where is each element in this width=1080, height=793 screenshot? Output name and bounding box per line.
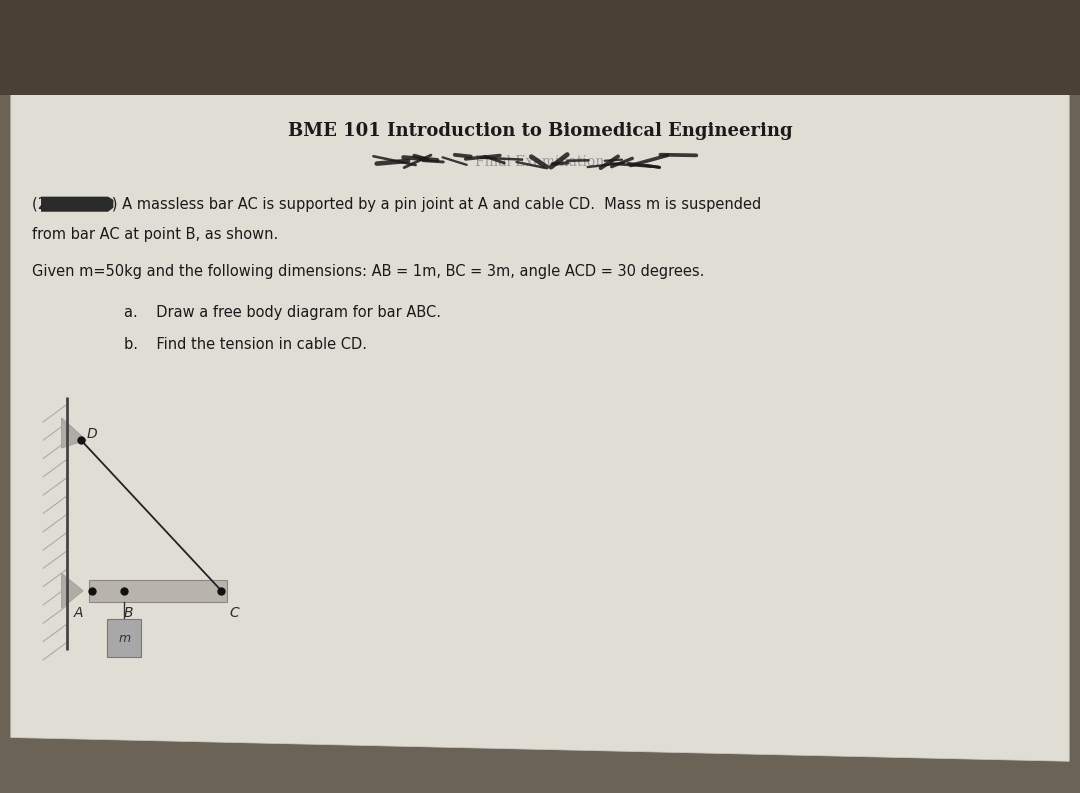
Polygon shape [62,418,86,448]
Text: from bar AC at point B, as shown.: from bar AC at point B, as shown. [32,228,279,242]
Text: Final Examination: Final Examination [475,155,605,169]
Polygon shape [41,197,113,212]
Text: m: m [118,632,131,645]
Text: b.    Find the tension in cable CD.: b. Find the tension in cable CD. [124,337,367,351]
Text: C: C [229,606,240,620]
Text: D: D [86,427,97,441]
Text: A: A [75,606,83,620]
Text: B: B [124,606,133,620]
FancyBboxPatch shape [107,619,141,657]
Polygon shape [0,0,1080,95]
Text: a.    Draw a free body diagram for bar ABC.: a. Draw a free body diagram for bar ABC. [124,305,442,320]
Polygon shape [62,573,83,608]
Text: (2              ) A massless bar AC is supported by a pin joint at A and cable C: (2 ) A massless bar AC is supported by a… [32,197,761,212]
Text: Given m=50kg and the following dimensions: AB = 1m, BC = 3m, angle ACD = 30 degr: Given m=50kg and the following dimension… [32,265,705,279]
Polygon shape [89,580,227,602]
Polygon shape [11,8,1069,761]
Text: BME 101 Introduction to Biomedical Engineering: BME 101 Introduction to Biomedical Engin… [287,122,793,140]
